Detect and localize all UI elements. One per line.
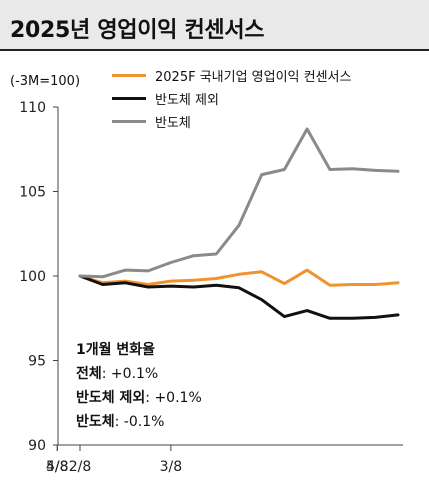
- note-value-semis: : -0.1%: [115, 414, 165, 430]
- line-ex-semis: [80, 276, 398, 318]
- x-tick-label: 5/8: [46, 459, 69, 475]
- y-tick-label: 90: [28, 438, 46, 454]
- change-rate-note: 1개월 변화율 전체: +0.1% 반도체 제외: +0.1% 반도체: -0.…: [76, 338, 202, 434]
- x-tick-label: 2/8: [69, 459, 92, 475]
- x-tick-label: 3/8: [160, 459, 183, 475]
- note-value-total: : +0.1%: [102, 366, 158, 382]
- y-tick-label: 100: [19, 269, 46, 285]
- note-row-total: 전체: +0.1%: [76, 362, 202, 386]
- y-tick-label: 105: [19, 185, 46, 201]
- y-tick-label: 95: [28, 354, 46, 370]
- note-label-semis: 반도체: [76, 414, 115, 430]
- note-label-ex-semis: 반도체 제외: [76, 390, 145, 406]
- y-tick-label: 110: [19, 100, 46, 116]
- note-row-semis: 반도체: -0.1%: [76, 410, 202, 434]
- note-value-ex-semis: : +0.1%: [145, 390, 201, 406]
- line-semis: [80, 129, 398, 277]
- note-label-total: 전체: [76, 366, 102, 382]
- note-row-ex-semis: 반도체 제외: +0.1%: [76, 386, 202, 410]
- note-heading: 1개월 변화율: [76, 338, 202, 362]
